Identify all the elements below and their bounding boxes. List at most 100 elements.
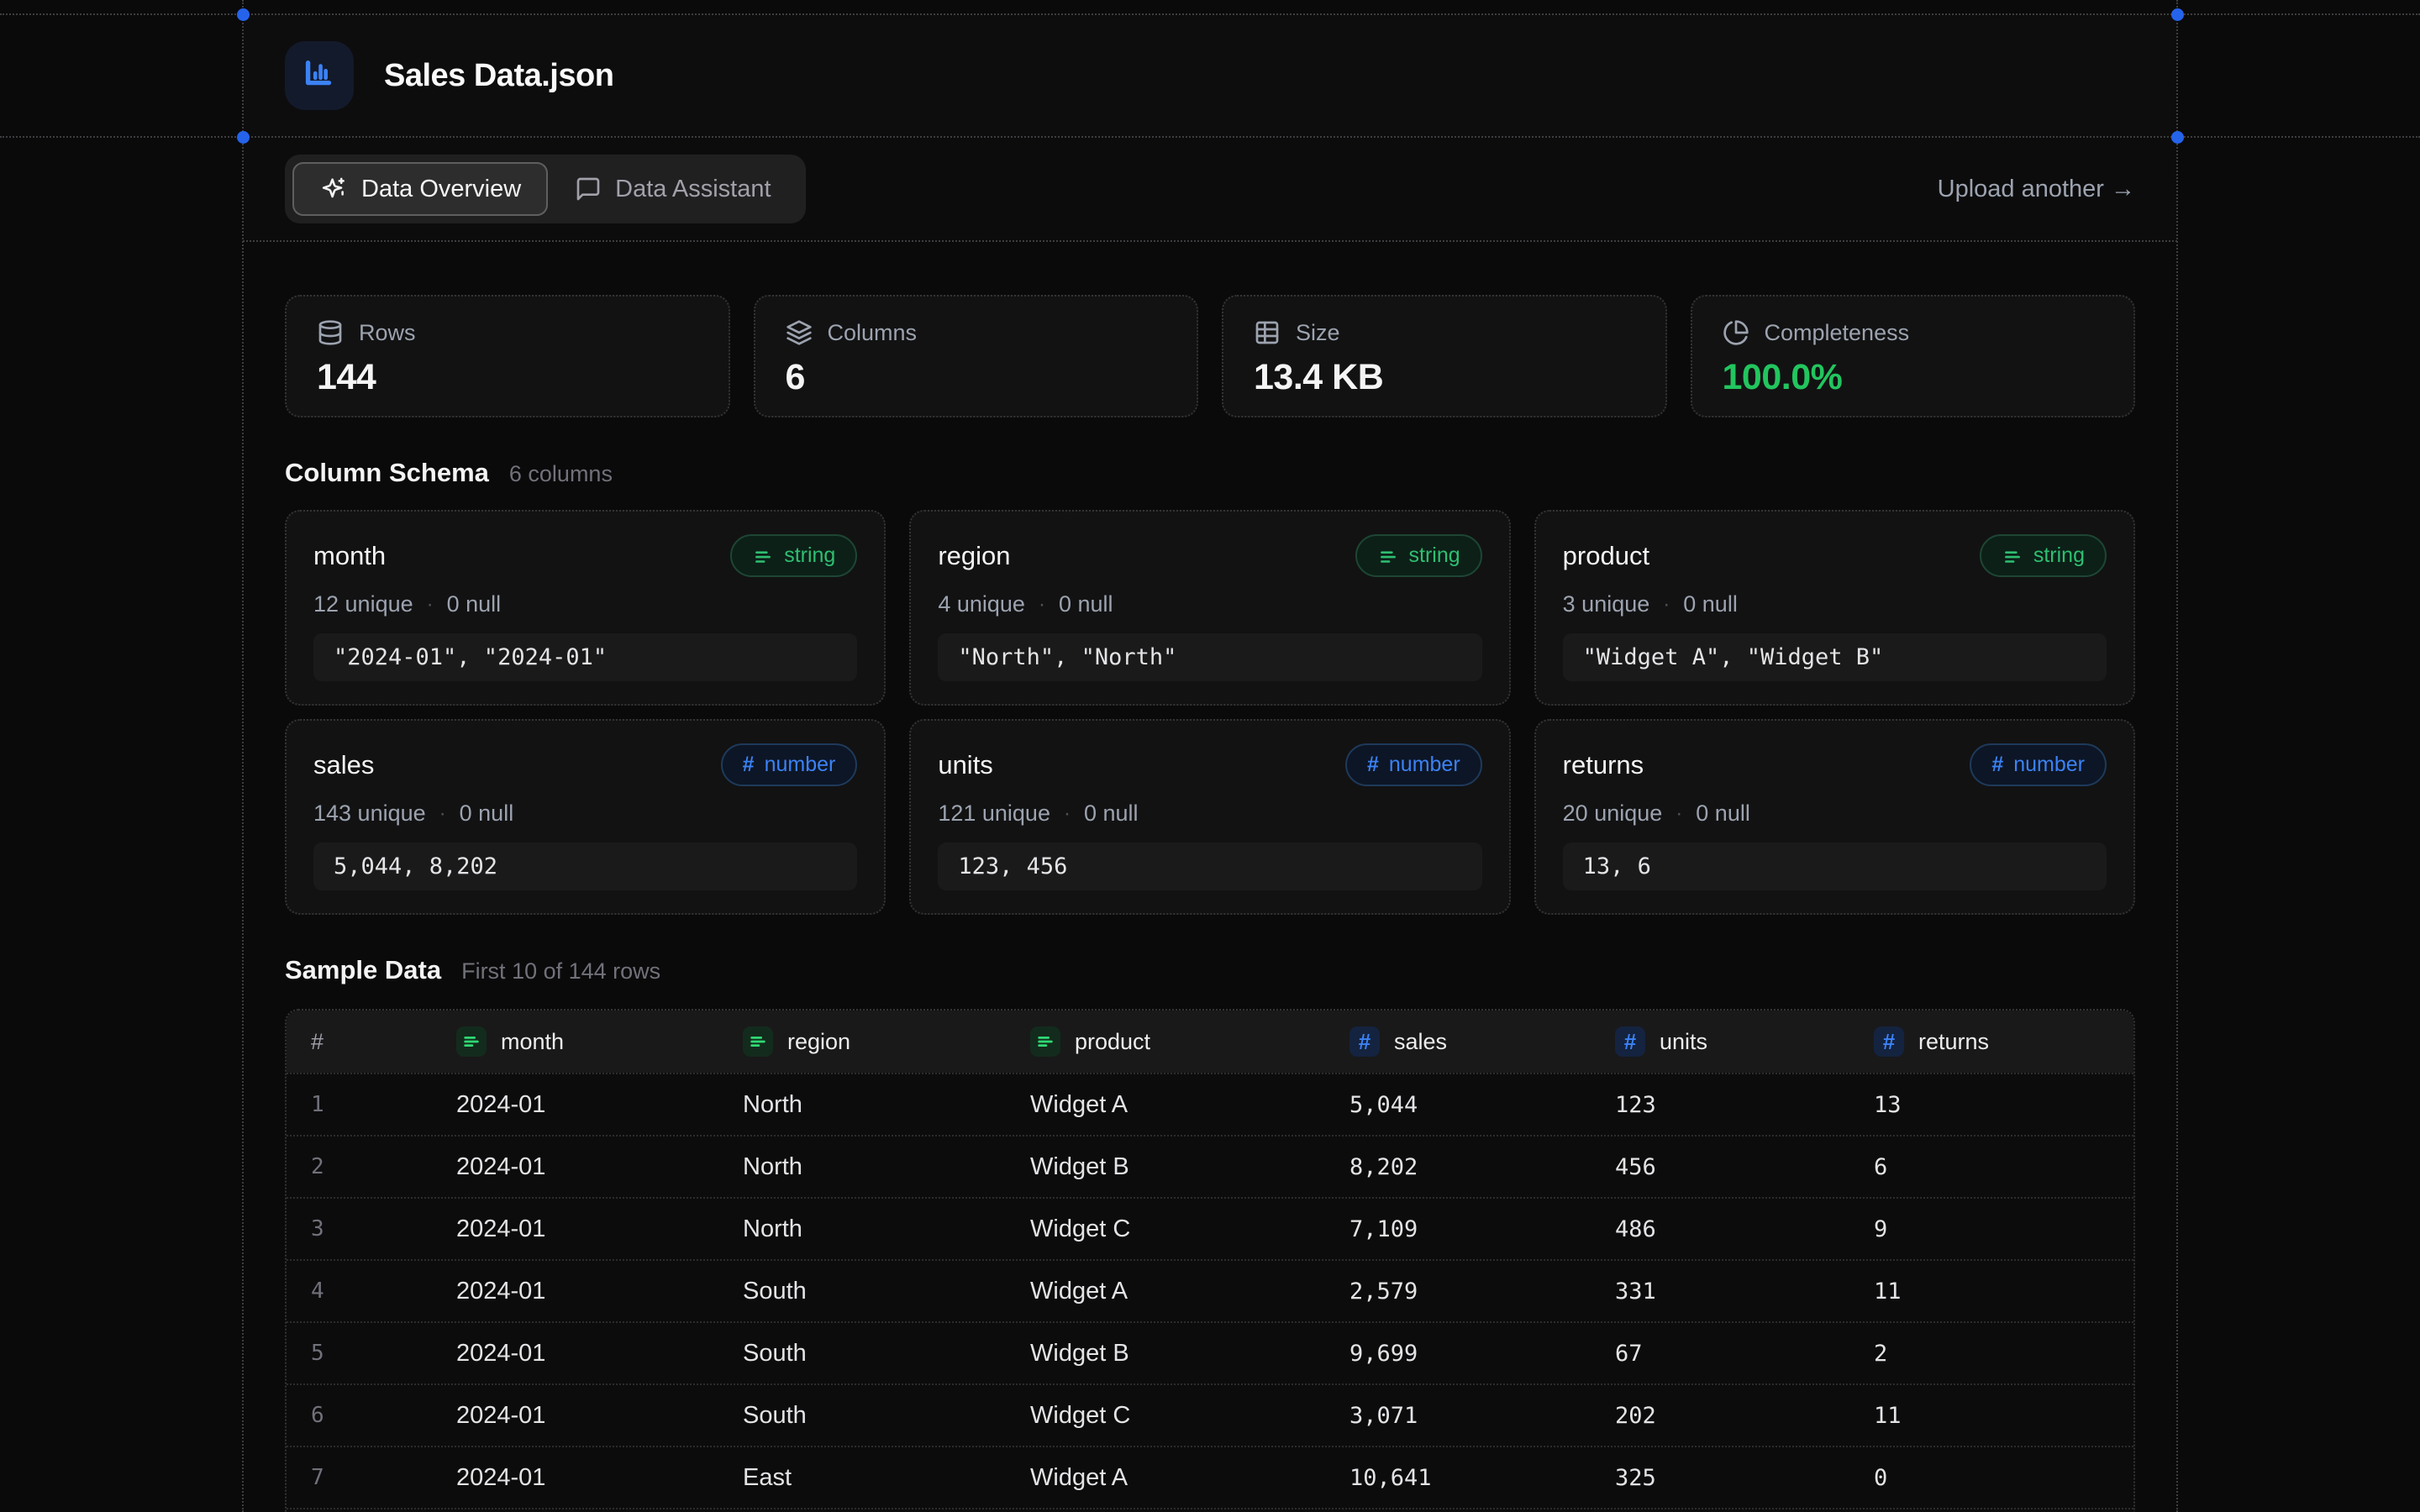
guide-line-header-bottom bbox=[0, 136, 2420, 138]
schema-card-region: region string 4 unique · 0 null "North", "… bbox=[909, 510, 1511, 706]
main-content: Rows 144 Columns 6 bbox=[243, 295, 2177, 1512]
pie-chart-icon bbox=[1723, 319, 1749, 346]
stat-card-size: Size 13.4 KB bbox=[1222, 295, 1667, 417]
number-type-icon: # bbox=[1349, 1026, 1380, 1057]
schema-card-sales: sales # number 143 unique · 0 null 5,044, … bbox=[285, 719, 886, 915]
frame-handle[interactable] bbox=[2171, 131, 2184, 144]
column-name: sales bbox=[313, 749, 375, 780]
tab-data-assistant[interactable]: Data Assistant bbox=[548, 163, 797, 216]
guide-line-left bbox=[242, 0, 244, 1512]
chat-bubble-icon bbox=[575, 176, 602, 202]
sample-values: "2024-01", "2024-01" bbox=[313, 633, 858, 681]
stat-value: 100.0% bbox=[1722, 357, 1843, 397]
stat-card-rows: Rows 144 bbox=[285, 295, 730, 417]
sample-data-table: # month region bbox=[285, 1009, 2135, 1512]
table-row: 1 2024-01 North Widget A 5,044 123 13 bbox=[287, 1073, 2133, 1135]
sample-values: "North", "North" bbox=[938, 633, 1482, 681]
column-header-month: month bbox=[456, 1026, 743, 1057]
table-row: 3 2024-01 North Widget C 7,109 486 9 bbox=[287, 1197, 2133, 1259]
page-title: Sales Data.json bbox=[384, 57, 614, 93]
column-stats: 3 unique · 0 null bbox=[1562, 591, 1738, 617]
column-stats: 12 unique · 0 null bbox=[313, 591, 502, 617]
sample-data-section: Sample Data First 10 of 144 rows # month bbox=[285, 955, 2135, 1512]
sample-values: 13, 6 bbox=[1562, 843, 2107, 890]
string-type-icon bbox=[743, 1026, 773, 1057]
table-row: 7 2024-01 East Widget A 10,641 325 0 bbox=[287, 1446, 2133, 1508]
column-header-returns: # returns bbox=[1874, 1026, 2133, 1057]
section-subtitle: 6 columns bbox=[508, 461, 613, 486]
type-badge-string: string bbox=[1979, 534, 2107, 577]
tab-data-overview[interactable]: Data Overview bbox=[292, 162, 549, 216]
schema-grid: month string 12 unique · 0 null "2024-01",… bbox=[285, 510, 2135, 915]
section-subtitle: First 10 of 144 rows bbox=[461, 958, 661, 984]
string-type-icon bbox=[1030, 1026, 1060, 1057]
section-title: Sample Data bbox=[285, 955, 442, 984]
stat-card-columns: Columns 6 bbox=[753, 295, 1198, 417]
text-lines-icon bbox=[2004, 550, 2020, 563]
table-header-row: # month region bbox=[287, 1011, 2133, 1073]
stat-value: 6 bbox=[785, 357, 806, 397]
frame-handle[interactable] bbox=[2171, 8, 2184, 21]
column-header-sales: # sales bbox=[1349, 1026, 1615, 1057]
column-header-region: region bbox=[743, 1026, 1030, 1057]
frame-handle[interactable] bbox=[237, 8, 250, 21]
section-title: Column Schema bbox=[285, 458, 489, 487]
type-badge-number: # number bbox=[1344, 743, 1482, 786]
schema-card-returns: returns # number 20 unique · 0 null 13, 6 bbox=[1534, 719, 2135, 915]
type-badge-number: # number bbox=[1970, 743, 2107, 786]
stat-card-completeness: Completeness 100.0% bbox=[1690, 295, 2135, 417]
stat-value: 144 bbox=[317, 357, 376, 397]
column-header-index: # bbox=[311, 1028, 324, 1054]
upload-another-link[interactable]: Upload another → bbox=[1937, 175, 2135, 202]
sparkles-icon bbox=[319, 175, 348, 203]
frame-handle[interactable] bbox=[237, 131, 250, 144]
type-badge-string: string bbox=[1355, 534, 1482, 577]
guide-line-top bbox=[0, 13, 2420, 15]
number-type-icon: # bbox=[1615, 1026, 1645, 1057]
tab-label: Data Assistant bbox=[615, 175, 771, 202]
column-header-units: # units bbox=[1615, 1026, 1874, 1057]
schema-card-units: units # number 121 unique · 0 null 123, 45… bbox=[909, 719, 1511, 915]
stats-grid: Rows 144 Columns 6 bbox=[285, 295, 2135, 417]
sample-values: 5,044, 8,202 bbox=[313, 843, 858, 890]
type-badge-number: # number bbox=[720, 743, 858, 786]
table-row: 8 2024-01 East Widget B 7,394 218 3 bbox=[287, 1508, 2133, 1512]
hash-icon: # bbox=[742, 753, 755, 776]
column-name: units bbox=[938, 749, 993, 780]
layers-icon bbox=[786, 319, 813, 346]
stat-label: Columns bbox=[827, 319, 918, 345]
column-stats: 121 unique · 0 null bbox=[938, 801, 1139, 826]
text-lines-icon bbox=[755, 550, 771, 563]
hash-icon: # bbox=[1366, 753, 1379, 776]
tab-group: Data Overview Data Assistant bbox=[285, 155, 806, 223]
hash-icon: # bbox=[1991, 753, 2004, 776]
text-lines-icon bbox=[1380, 550, 1396, 563]
type-badge-string: string bbox=[730, 534, 858, 577]
guide-line-right bbox=[2176, 0, 2178, 1512]
column-stats: 4 unique · 0 null bbox=[938, 591, 1113, 617]
string-type-icon bbox=[456, 1026, 487, 1057]
column-name: month bbox=[313, 540, 387, 570]
database-icon bbox=[317, 319, 344, 346]
guide-line-tabs-bottom bbox=[243, 240, 2177, 242]
app-frame: Sales Data.json Data Overview bbox=[243, 14, 2177, 1512]
table-row: 5 2024-01 South Widget B 9,699 67 2 bbox=[287, 1321, 2133, 1383]
column-schema-section: Column Schema 6 columns month string 12 … bbox=[285, 458, 2135, 915]
table-row: 4 2024-01 South Widget A 2,579 331 11 bbox=[287, 1259, 2133, 1321]
table-icon bbox=[1254, 319, 1281, 346]
sample-values: 123, 456 bbox=[938, 843, 1482, 890]
stat-value: 13.4 KB bbox=[1254, 357, 1384, 397]
file-chart-icon bbox=[285, 41, 354, 110]
header: Sales Data.json bbox=[243, 14, 2177, 137]
schema-card-product: product string 3 unique · 0 null "Widget A… bbox=[1534, 510, 2135, 706]
table-row: 6 2024-01 South Widget C 3,071 202 11 bbox=[287, 1383, 2133, 1446]
column-header-product: product bbox=[1030, 1026, 1349, 1057]
column-stats: 20 unique · 0 null bbox=[1562, 801, 1750, 826]
sample-values: "Widget A", "Widget B" bbox=[1562, 633, 2107, 681]
stat-label: Rows bbox=[359, 319, 416, 345]
column-name: region bbox=[938, 540, 1011, 570]
tab-label: Data Overview bbox=[361, 175, 522, 202]
column-name: returns bbox=[1562, 749, 1644, 780]
stat-label: Completeness bbox=[1764, 319, 1910, 345]
toolbar: Data Overview Data Assistant Upload anot… bbox=[243, 137, 2177, 241]
